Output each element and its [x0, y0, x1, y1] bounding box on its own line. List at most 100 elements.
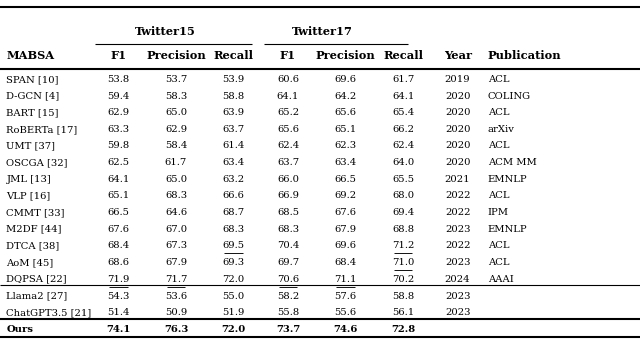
Text: UMT [37]: UMT [37]: [6, 141, 56, 151]
Text: 71.1: 71.1: [334, 274, 357, 284]
Text: 2021: 2021: [445, 175, 470, 184]
Text: 2023: 2023: [445, 258, 470, 267]
Text: 71.2: 71.2: [392, 241, 414, 250]
Text: 68.4: 68.4: [108, 241, 129, 250]
Text: 53.9: 53.9: [223, 75, 244, 84]
Text: 67.6: 67.6: [335, 208, 356, 217]
Text: 62.4: 62.4: [277, 141, 299, 151]
Text: 71.9: 71.9: [108, 274, 129, 284]
Text: arXiv: arXiv: [488, 125, 515, 134]
Text: Ours: Ours: [6, 326, 33, 334]
Text: 61.4: 61.4: [223, 141, 244, 151]
Text: OSCGA [32]: OSCGA [32]: [6, 158, 68, 167]
Text: 64.2: 64.2: [335, 92, 356, 100]
Text: 55.8: 55.8: [277, 308, 299, 317]
Text: 68.8: 68.8: [392, 225, 414, 234]
Text: Llama2 [27]: Llama2 [27]: [6, 292, 68, 301]
Text: COLING: COLING: [488, 92, 531, 100]
Text: 58.4: 58.4: [165, 141, 187, 151]
Text: 63.7: 63.7: [223, 125, 244, 134]
Text: 2020: 2020: [445, 92, 470, 100]
Text: MABSA: MABSA: [6, 50, 54, 61]
Text: 65.1: 65.1: [108, 191, 129, 200]
Text: 69.7: 69.7: [277, 258, 299, 267]
Text: 64.1: 64.1: [108, 175, 129, 184]
Text: 61.7: 61.7: [165, 158, 187, 167]
Text: 64.1: 64.1: [392, 92, 414, 100]
Text: 54.3: 54.3: [108, 292, 129, 301]
Text: 65.1: 65.1: [335, 125, 356, 134]
Text: 67.9: 67.9: [165, 258, 187, 267]
Text: 62.9: 62.9: [108, 108, 129, 117]
Text: 50.9: 50.9: [165, 308, 187, 317]
Text: 51.4: 51.4: [107, 308, 130, 317]
Text: 67.6: 67.6: [108, 225, 129, 234]
Text: 71.7: 71.7: [165, 274, 187, 284]
Text: VLP [16]: VLP [16]: [6, 191, 51, 200]
Text: ChatGPT3.5 [21]: ChatGPT3.5 [21]: [6, 308, 92, 317]
Text: 70.2: 70.2: [392, 274, 414, 284]
Text: Publication: Publication: [488, 50, 561, 61]
Text: 65.5: 65.5: [392, 175, 414, 184]
Text: 63.4: 63.4: [335, 158, 356, 167]
Text: 68.3: 68.3: [165, 191, 187, 200]
Text: 69.6: 69.6: [335, 75, 356, 84]
Text: 65.4: 65.4: [392, 108, 414, 117]
Text: 76.3: 76.3: [164, 326, 188, 334]
Text: 2020: 2020: [445, 141, 470, 151]
Text: Precision: Precision: [316, 50, 376, 61]
Text: 72.0: 72.0: [223, 274, 244, 284]
Text: 66.5: 66.5: [108, 208, 129, 217]
Text: 67.9: 67.9: [335, 225, 356, 234]
Text: 68.6: 68.6: [108, 258, 129, 267]
Text: BART [15]: BART [15]: [6, 108, 59, 117]
Text: F1: F1: [110, 50, 127, 61]
Text: 72.8: 72.8: [391, 326, 415, 334]
Text: ACM MM: ACM MM: [488, 158, 536, 167]
Text: 66.2: 66.2: [392, 125, 414, 134]
Text: 58.2: 58.2: [277, 292, 299, 301]
Text: 69.4: 69.4: [392, 208, 414, 217]
Text: 68.3: 68.3: [277, 225, 299, 234]
Text: 60.6: 60.6: [277, 75, 299, 84]
Text: 58.8: 58.8: [392, 292, 414, 301]
Text: 55.0: 55.0: [223, 292, 244, 301]
Text: EMNLP: EMNLP: [488, 175, 527, 184]
Text: 58.8: 58.8: [223, 92, 244, 100]
Text: 2022: 2022: [445, 208, 470, 217]
Text: 69.3: 69.3: [223, 258, 244, 267]
Text: 72.0: 72.0: [221, 326, 246, 334]
Text: ACL: ACL: [488, 75, 509, 84]
Text: 66.0: 66.0: [277, 175, 299, 184]
Text: F1: F1: [280, 50, 296, 61]
Text: 65.0: 65.0: [165, 175, 187, 184]
Text: 51.9: 51.9: [223, 308, 244, 317]
Text: 65.6: 65.6: [277, 125, 299, 134]
Text: 63.7: 63.7: [277, 158, 299, 167]
Text: 69.5: 69.5: [223, 241, 244, 250]
Text: 2023: 2023: [445, 225, 470, 234]
Text: 68.7: 68.7: [223, 208, 244, 217]
Text: 59.8: 59.8: [108, 141, 129, 151]
Text: Precision: Precision: [146, 50, 206, 61]
Text: 55.6: 55.6: [335, 308, 356, 317]
Text: 63.2: 63.2: [223, 175, 244, 184]
Text: Year: Year: [444, 50, 472, 61]
Text: 65.6: 65.6: [335, 108, 356, 117]
Text: Recall: Recall: [214, 50, 253, 61]
Text: 53.8: 53.8: [108, 75, 129, 84]
Text: Twitter17: Twitter17: [291, 26, 353, 37]
Text: 73.7: 73.7: [276, 326, 300, 334]
Text: 61.7: 61.7: [392, 75, 414, 84]
Text: EMNLP: EMNLP: [488, 225, 527, 234]
Text: 64.0: 64.0: [392, 158, 414, 167]
Text: ACL: ACL: [488, 258, 509, 267]
Text: 68.5: 68.5: [277, 208, 299, 217]
Text: 2022: 2022: [445, 241, 470, 250]
Text: 62.5: 62.5: [108, 158, 129, 167]
Text: 2020: 2020: [445, 108, 470, 117]
Text: 74.1: 74.1: [106, 326, 131, 334]
Text: 58.3: 58.3: [165, 92, 187, 100]
Text: 63.9: 63.9: [223, 108, 244, 117]
Text: 69.2: 69.2: [335, 191, 356, 200]
